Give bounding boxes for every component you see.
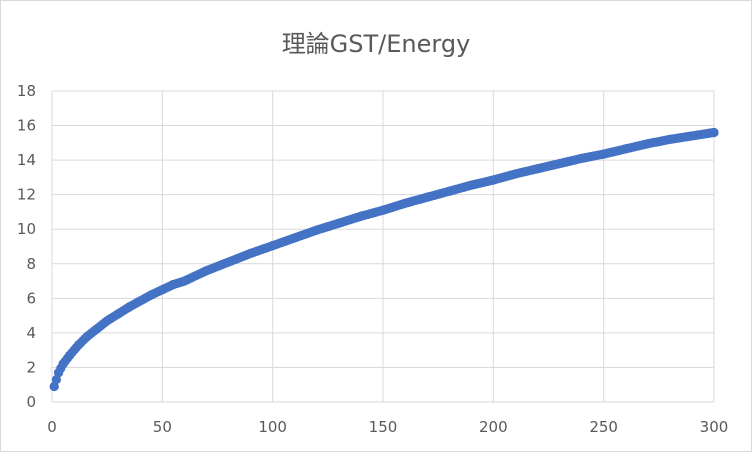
data-point — [58, 359, 68, 369]
data-point — [124, 302, 134, 312]
data-point — [91, 324, 101, 335]
y-tick-label: 4 — [26, 324, 36, 342]
data-point — [532, 164, 543, 174]
data-point — [268, 241, 278, 251]
data-point — [73, 340, 84, 350]
x-tick-label: 200 — [479, 418, 508, 436]
data-point — [466, 180, 476, 190]
y-tick-label: 12 — [17, 186, 36, 204]
y-tick-label: 2 — [26, 358, 36, 376]
y-tick-label: 18 — [17, 82, 36, 100]
data-point — [179, 276, 189, 286]
data-point — [444, 186, 454, 196]
data-point — [135, 296, 145, 306]
data-point — [599, 149, 609, 159]
data-point — [157, 285, 167, 295]
data-point — [49, 381, 59, 392]
x-tick-label: 50 — [153, 418, 172, 436]
data-point — [168, 279, 178, 290]
data-point — [621, 144, 631, 154]
data-point — [400, 198, 410, 208]
data-point — [113, 309, 123, 319]
data-point — [687, 131, 697, 141]
data-points — [49, 127, 719, 392]
data-point — [82, 331, 92, 341]
y-gridlines — [52, 90, 714, 403]
data-point — [65, 350, 75, 360]
data-point — [510, 169, 520, 179]
data-point — [488, 175, 498, 185]
x-tick-label: 150 — [369, 418, 398, 436]
y-tick-label: 8 — [26, 255, 36, 273]
y-tick-label: 10 — [17, 220, 36, 238]
chart-title: 理論GST/Energy — [281, 30, 471, 58]
data-point — [51, 374, 62, 385]
y-axis: 0 2 4 6 8 10 12 14 16 18 — [17, 82, 36, 411]
x-axis: 0 50 100 150 200 250 300 — [47, 418, 728, 436]
data-point — [334, 218, 344, 228]
x-tick-label: 0 — [47, 418, 57, 436]
x-tick-label: 250 — [589, 418, 618, 436]
y-tick-label: 14 — [17, 151, 36, 169]
data-point — [312, 225, 322, 235]
data-point — [290, 233, 300, 243]
x-tick-label: 100 — [258, 418, 287, 436]
y-tick-label: 0 — [26, 393, 36, 411]
data-point — [577, 153, 587, 163]
data-point — [643, 139, 653, 149]
data-point — [554, 158, 565, 169]
data-point — [356, 211, 366, 221]
data-point — [54, 368, 64, 378]
data-point — [665, 134, 675, 144]
y-tick-label: 16 — [17, 117, 36, 135]
data-point — [709, 127, 719, 138]
data-point — [223, 257, 234, 267]
data-point — [246, 248, 256, 259]
x-gridlines — [51, 91, 715, 402]
data-point — [201, 266, 212, 276]
data-point — [102, 316, 112, 326]
data-point — [146, 290, 156, 300]
y-tick-label: 6 — [26, 289, 36, 307]
data-point — [378, 205, 388, 215]
x-tick-label: 300 — [700, 418, 729, 436]
data-point — [422, 192, 432, 202]
